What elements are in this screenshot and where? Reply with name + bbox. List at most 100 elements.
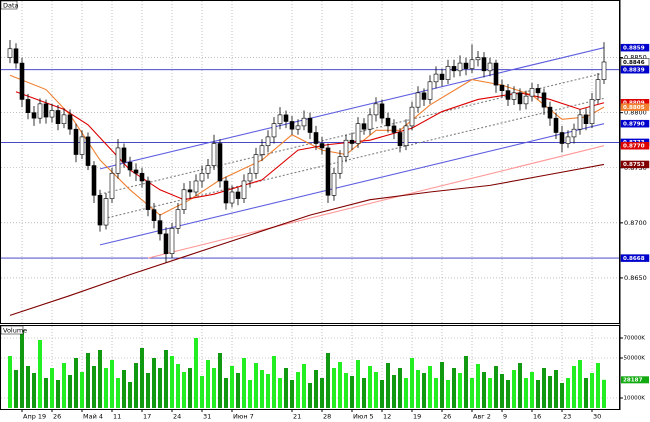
volume-bar — [176, 364, 180, 408]
y-tick-label: 10000K — [624, 396, 646, 402]
x-tick-label: Июл 5 — [353, 413, 374, 421]
candle-body — [541, 92, 547, 108]
candle-body — [241, 180, 247, 199]
volume-bar — [506, 380, 510, 408]
price-tag — [620, 160, 650, 169]
volume-bar — [500, 374, 504, 408]
volume-bar — [386, 363, 390, 408]
volume-bar — [530, 372, 534, 408]
panel-label: Data — [3, 2, 19, 10]
volume-bar — [560, 383, 564, 408]
y-tick-label: 70000K — [624, 336, 646, 342]
volume-bar — [536, 380, 540, 408]
candle-body — [337, 156, 343, 174]
volume-bar — [488, 378, 492, 408]
candle-body — [217, 143, 223, 182]
volume-bar — [464, 356, 468, 408]
candle-body — [265, 136, 271, 147]
volume-bar — [8, 356, 12, 408]
volume-bar — [182, 372, 186, 408]
volume-bar — [164, 350, 168, 408]
candle-body — [37, 103, 43, 119]
x-tick-label: 11 — [113, 413, 121, 421]
candle-body — [181, 189, 187, 210]
volume-bar — [368, 366, 372, 408]
volume-bar — [50, 368, 54, 408]
volume-bar — [236, 373, 240, 408]
candle-body — [97, 194, 103, 226]
volume-bar — [476, 364, 480, 408]
volume-bar — [218, 353, 222, 408]
volume-bar — [584, 378, 588, 408]
volume-bar — [470, 378, 474, 408]
volume-bar — [152, 358, 156, 408]
candle-body — [259, 145, 265, 155]
volume-bar — [116, 378, 120, 408]
volume-bar — [362, 378, 366, 408]
volume-bar — [566, 378, 570, 408]
volume-bar — [194, 338, 198, 408]
candle-body — [553, 117, 559, 133]
volume-bar — [38, 340, 42, 408]
x-tick-label: 28 — [323, 413, 331, 421]
overlay-line — [99, 123, 605, 246]
volume-bar — [494, 366, 498, 408]
panel-label-box — [0, 325, 24, 335]
x-tick-label: Июн 7 — [233, 413, 254, 421]
panel-label-box — [0, 0, 18, 10]
candle-body — [319, 143, 325, 149]
candle-body — [601, 61, 607, 80]
volume-bar — [62, 363, 66, 408]
volume-bar — [512, 370, 516, 408]
candle-body — [451, 66, 457, 72]
candle-body — [103, 198, 109, 226]
volume-bar — [266, 374, 270, 408]
candle-body — [367, 114, 373, 130]
volume-bar — [326, 353, 330, 408]
x-tick-label: 30 — [593, 413, 601, 421]
x-tick-label: Апр 19 — [23, 413, 46, 421]
candle-body — [427, 81, 433, 100]
volume-tag-label: 28187 — [623, 378, 643, 384]
volume-bar — [26, 366, 30, 408]
candle-body — [223, 180, 229, 204]
candle-body — [295, 125, 301, 130]
candle-body — [253, 154, 259, 174]
candle-body — [175, 209, 181, 229]
candle-body — [307, 117, 313, 133]
candle-body — [529, 88, 535, 97]
candle-body — [499, 84, 505, 91]
volume-bar — [68, 375, 72, 408]
y-tick-label: 0.8700 — [624, 219, 647, 227]
candle-body — [523, 95, 529, 105]
candle-body — [289, 121, 295, 130]
volume-bar — [398, 368, 402, 408]
candle-body — [547, 106, 553, 119]
candle-body — [433, 73, 439, 83]
candle-body — [133, 169, 139, 174]
volume-bar — [332, 368, 336, 408]
candle-body — [421, 92, 427, 100]
x-tick-label: 31 — [203, 413, 211, 421]
x-tick-label: Май 4 — [83, 413, 103, 421]
volume-bar — [554, 370, 558, 408]
volume-bar — [392, 375, 396, 408]
volume-tag — [621, 376, 649, 384]
x-tick-label: 24 — [173, 413, 181, 421]
volume-bar — [380, 380, 384, 408]
candle-body — [157, 220, 163, 235]
volume-bar — [104, 368, 108, 408]
candle-body — [571, 128, 577, 138]
y-tick-label: 0.8850 — [624, 54, 647, 62]
x-tick-label: 16 — [533, 413, 541, 421]
candle-body — [325, 147, 331, 196]
overlay-line — [9, 163, 605, 316]
candle-body — [409, 106, 415, 127]
candle-body — [13, 48, 19, 64]
y-tick-label: 0.8650 — [624, 274, 647, 282]
volume-bar — [434, 378, 438, 408]
volume-bar — [260, 370, 264, 408]
volume-bar — [248, 380, 252, 408]
candle-body — [127, 161, 133, 171]
volume-bar — [290, 380, 294, 408]
